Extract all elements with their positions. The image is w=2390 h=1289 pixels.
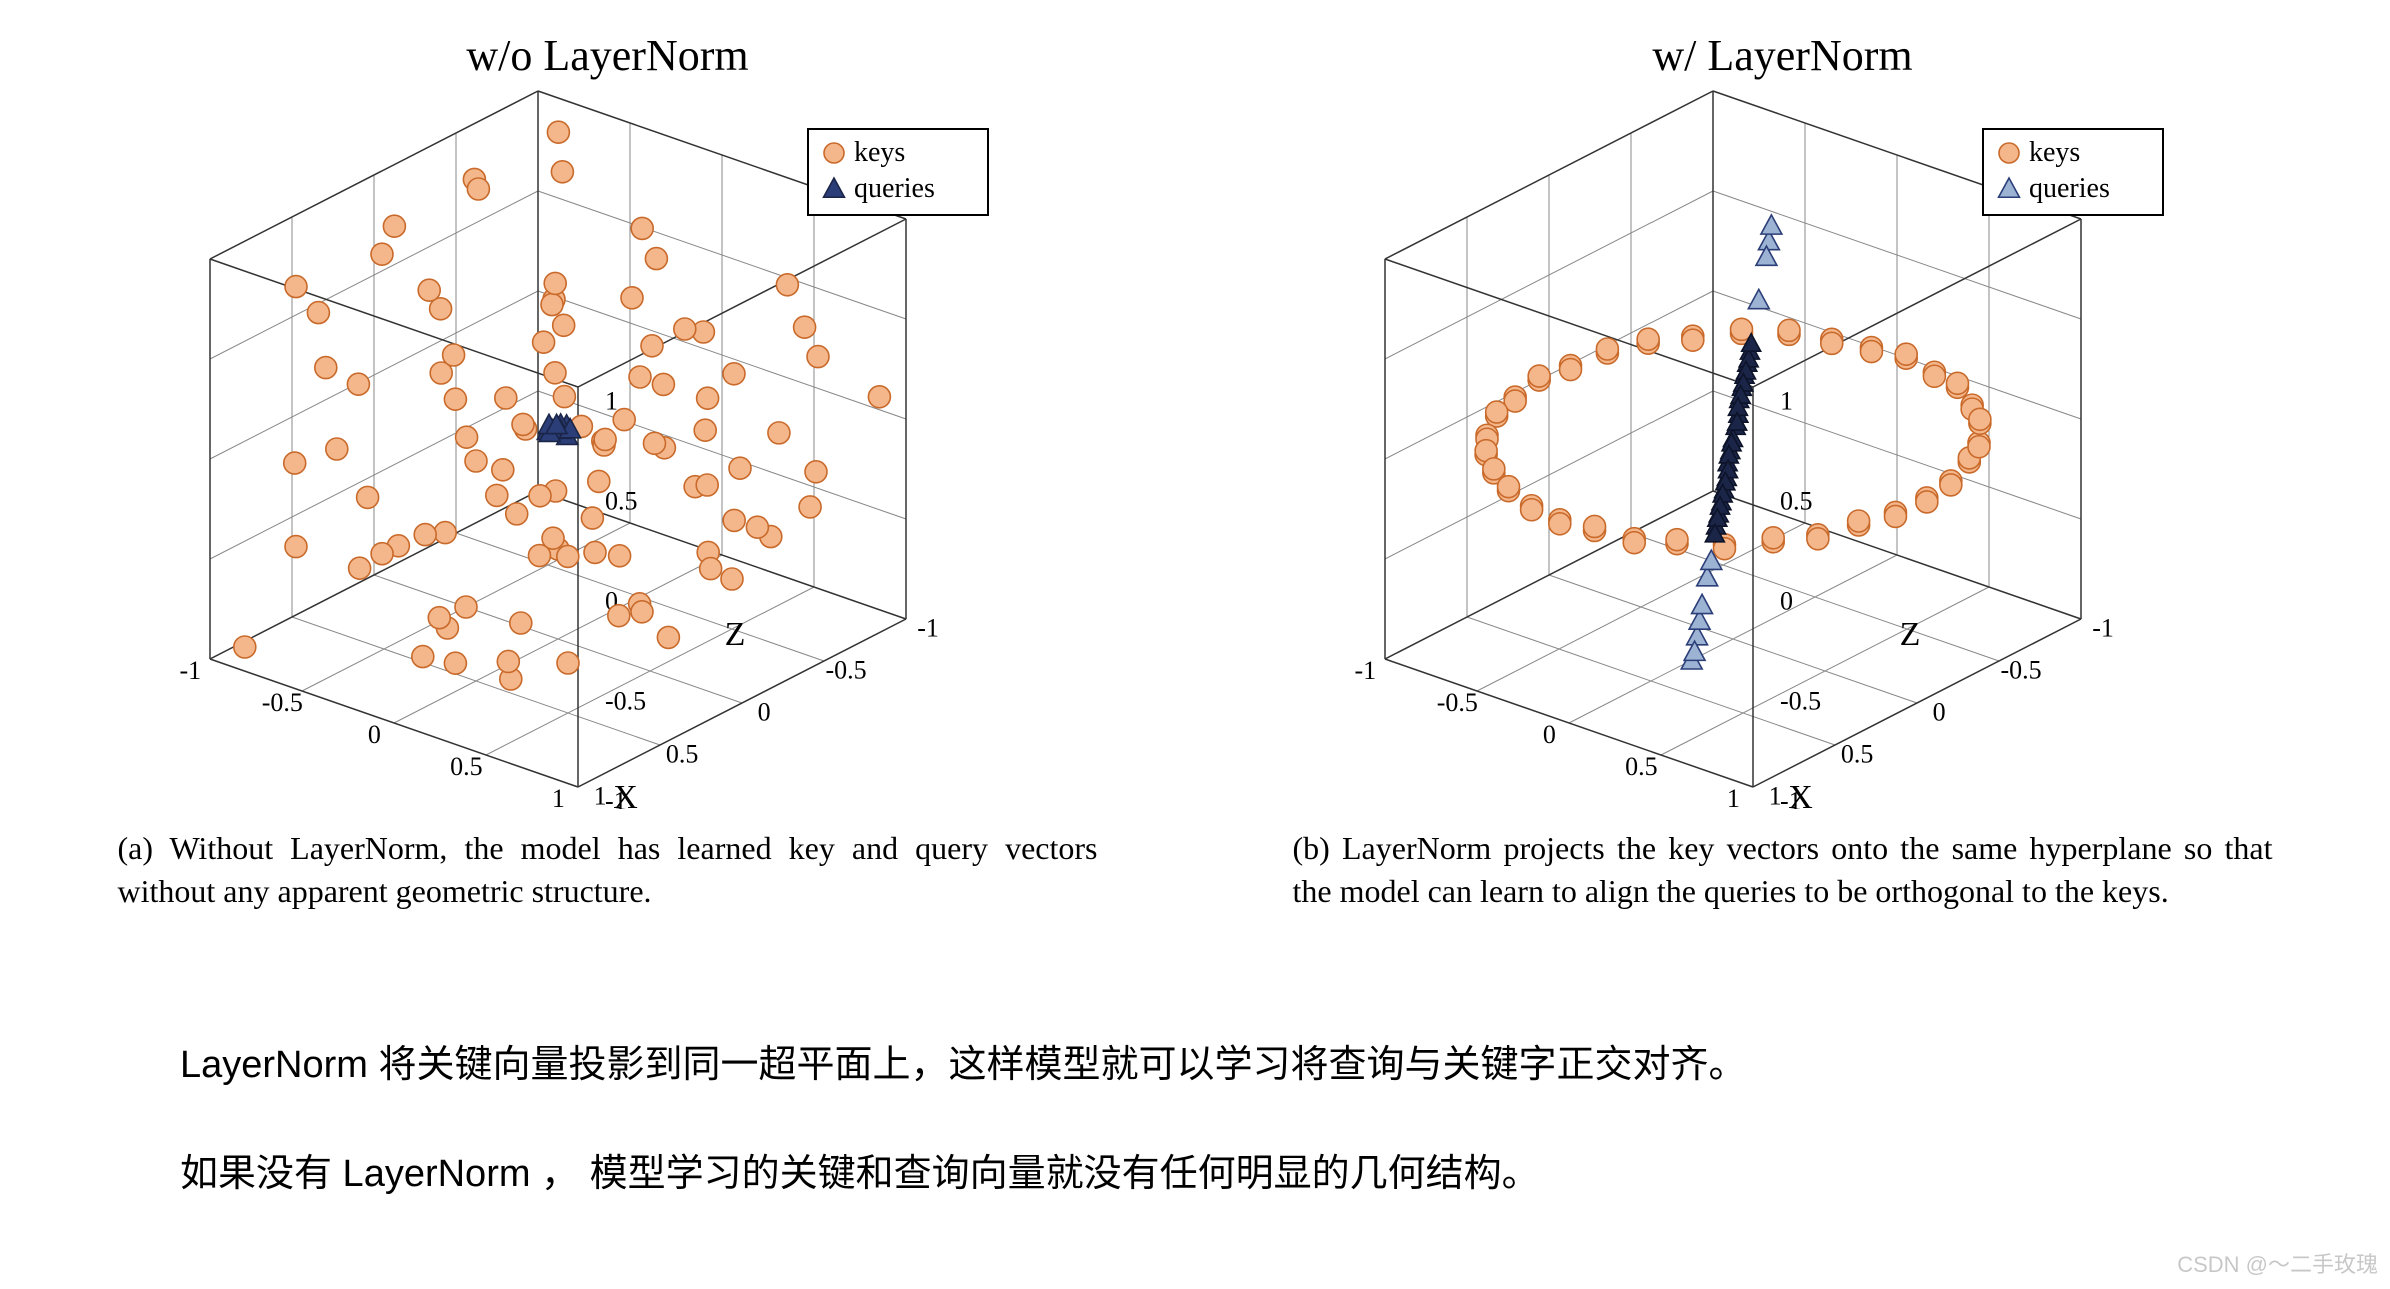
svg-text:-0.5: -0.5 — [1779, 686, 1820, 715]
scatter3d-right: -1-0.500.51-1-0.500.51-1-0.500.51XYZkeys… — [1293, 89, 2273, 809]
svg-text:queries: queries — [2029, 173, 2110, 204]
chinese-line-2: 如果没有 LayerNorm ， 模型学习的关键和查询向量就没有任何明显的几何结… — [180, 1142, 2330, 1197]
svg-text:-1: -1 — [2092, 614, 2114, 643]
left-caption: (a) Without LayerNorm, the model has lea… — [118, 827, 1098, 913]
svg-text:0.5: 0.5 — [604, 486, 637, 515]
svg-text:-0.5: -0.5 — [1436, 688, 1477, 717]
svg-text:-1: -1 — [179, 656, 201, 685]
svg-text:0.5: 0.5 — [1779, 486, 1812, 515]
right-caption: (b) LayerNorm projects the key vectors o… — [1293, 827, 2273, 913]
svg-text:-1: -1 — [917, 614, 939, 643]
figures-row: w/o LayerNorm -1 -0.5 0 0.5 1 -1 -0.5 0 0.5 1 -1 -0… — [60, 30, 2330, 913]
svg-text:keys: keys — [2029, 137, 2080, 168]
svg-text:0: 0 — [1779, 586, 1792, 615]
svg-text:1: 1 — [1726, 784, 1739, 809]
svg-text:0.5: 0.5 — [450, 752, 483, 781]
svg-text:-0.5: -0.5 — [261, 688, 302, 717]
svg-text:queries: queries — [854, 173, 935, 204]
svg-text:1: 1 — [551, 784, 564, 809]
svg-text:0: 0 — [367, 720, 380, 749]
chinese-line-1: LayerNorm 将关键向量投影到同一超平面上，这样模型就可以学习将查询与关键… — [180, 1033, 2330, 1088]
left-title: w/o LayerNorm — [466, 30, 748, 81]
chinese-translations: LayerNorm 将关键向量投影到同一超平面上，这样模型就可以学习将查询与关键… — [60, 1033, 2330, 1197]
figure-panel-left: w/o LayerNorm -1-0.500.51-1-0.500.51-1-0… — [60, 30, 1155, 913]
svg-text:Z: Z — [1899, 616, 1920, 653]
svg-text:-0.5: -0.5 — [604, 686, 645, 715]
right-plot-wrap: -1-0.500.51-1-0.500.51-1-0.500.51XYZkeys… — [1235, 89, 2330, 809]
svg-text:X: X — [613, 779, 638, 809]
svg-text:0: 0 — [1932, 698, 1945, 727]
figure-panel-right: w/ LayerNorm -1-0.500.51-1-0.500.51-1-0.… — [1235, 30, 2330, 913]
svg-text:0: 0 — [1542, 720, 1555, 749]
svg-text:0.5: 0.5 — [665, 740, 698, 769]
svg-text:Z: Z — [724, 616, 745, 653]
svg-text:keys: keys — [854, 137, 905, 168]
svg-text:X: X — [1788, 779, 1813, 809]
svg-text:1: 1 — [604, 386, 617, 415]
scatter3d-left: -1-0.500.51-1-0.500.51-1-0.500.51XYZkeys… — [118, 89, 1098, 809]
svg-text:0.5: 0.5 — [1840, 740, 1873, 769]
watermark: CSDN @～二手玫瑰 — [2177, 1247, 2378, 1279]
svg-text:-0.5: -0.5 — [825, 656, 866, 685]
svg-text:0.5: 0.5 — [1625, 752, 1658, 781]
right-title: w/ LayerNorm — [1652, 30, 1912, 81]
svg-text:-1: -1 — [1354, 656, 1376, 685]
svg-text:-0.5: -0.5 — [2000, 656, 2041, 685]
svg-text:0: 0 — [757, 698, 770, 727]
svg-text:1: 1 — [1779, 386, 1792, 415]
left-plot-wrap: -1-0.500.51-1-0.500.51-1-0.500.51XYZkeys… — [60, 89, 1155, 809]
